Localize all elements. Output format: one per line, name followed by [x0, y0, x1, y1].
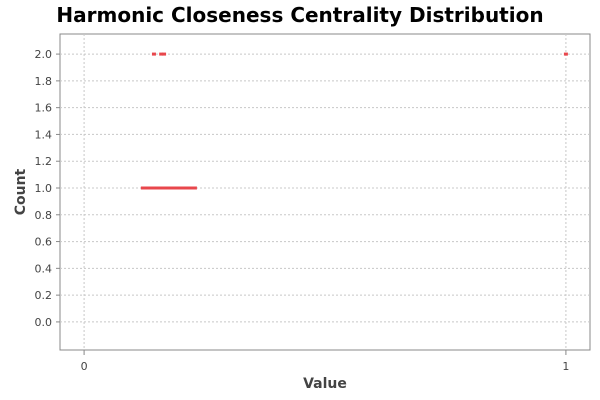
data-point: [155, 186, 160, 190]
y-axis-ticks: 0.0 0.2 0.4 0.6 0.8 1.0 1.2 1.4 1.6 1.8 2.0: [35, 48, 60, 329]
x-tick-label: 0: [81, 360, 88, 373]
data-point: [184, 186, 189, 190]
data-point: [178, 186, 183, 190]
y-tick-label: 2.0: [35, 48, 53, 61]
data-point: [140, 186, 145, 190]
data-point: [169, 186, 174, 190]
data-point: [162, 52, 167, 56]
x-tick-label: 1: [562, 360, 569, 373]
data-point: [166, 186, 171, 190]
data-point: [187, 186, 192, 190]
y-tick-label: 1.4: [35, 128, 53, 141]
plot-area: [59, 33, 591, 351]
y-tick-label: 1.2: [35, 155, 53, 168]
y-tick-label: 0.0: [35, 316, 53, 329]
data-point: [152, 186, 157, 190]
data-points: [140, 52, 568, 190]
data-point: [181, 186, 186, 190]
data-point: [172, 186, 177, 190]
data-point: [158, 186, 163, 190]
data-point: [149, 186, 154, 190]
data-point: [146, 186, 151, 190]
data-point: [175, 186, 180, 190]
data-point: [143, 186, 148, 190]
y-tick-label: 1.6: [35, 102, 53, 115]
data-point: [159, 52, 164, 56]
data-point: [563, 52, 568, 56]
data-point: [151, 52, 156, 56]
data-point: [192, 186, 197, 190]
y-tick-label: 0.8: [35, 209, 53, 222]
data-point: [190, 186, 195, 190]
x-axis-title: Value: [303, 376, 347, 392]
y-tick-label: 1.0: [35, 182, 53, 195]
y-axis-title: Count: [13, 168, 29, 215]
data-point: [161, 186, 166, 190]
data-point: [164, 186, 168, 190]
y-tick-label: 0.6: [35, 236, 53, 249]
y-tick-label: 0.4: [35, 262, 53, 275]
chart-title: Harmonic Closeness Centrality Distributi…: [56, 3, 543, 27]
y-tick-label: 0.2: [35, 289, 53, 302]
y-tick-label: 1.8: [35, 75, 53, 88]
